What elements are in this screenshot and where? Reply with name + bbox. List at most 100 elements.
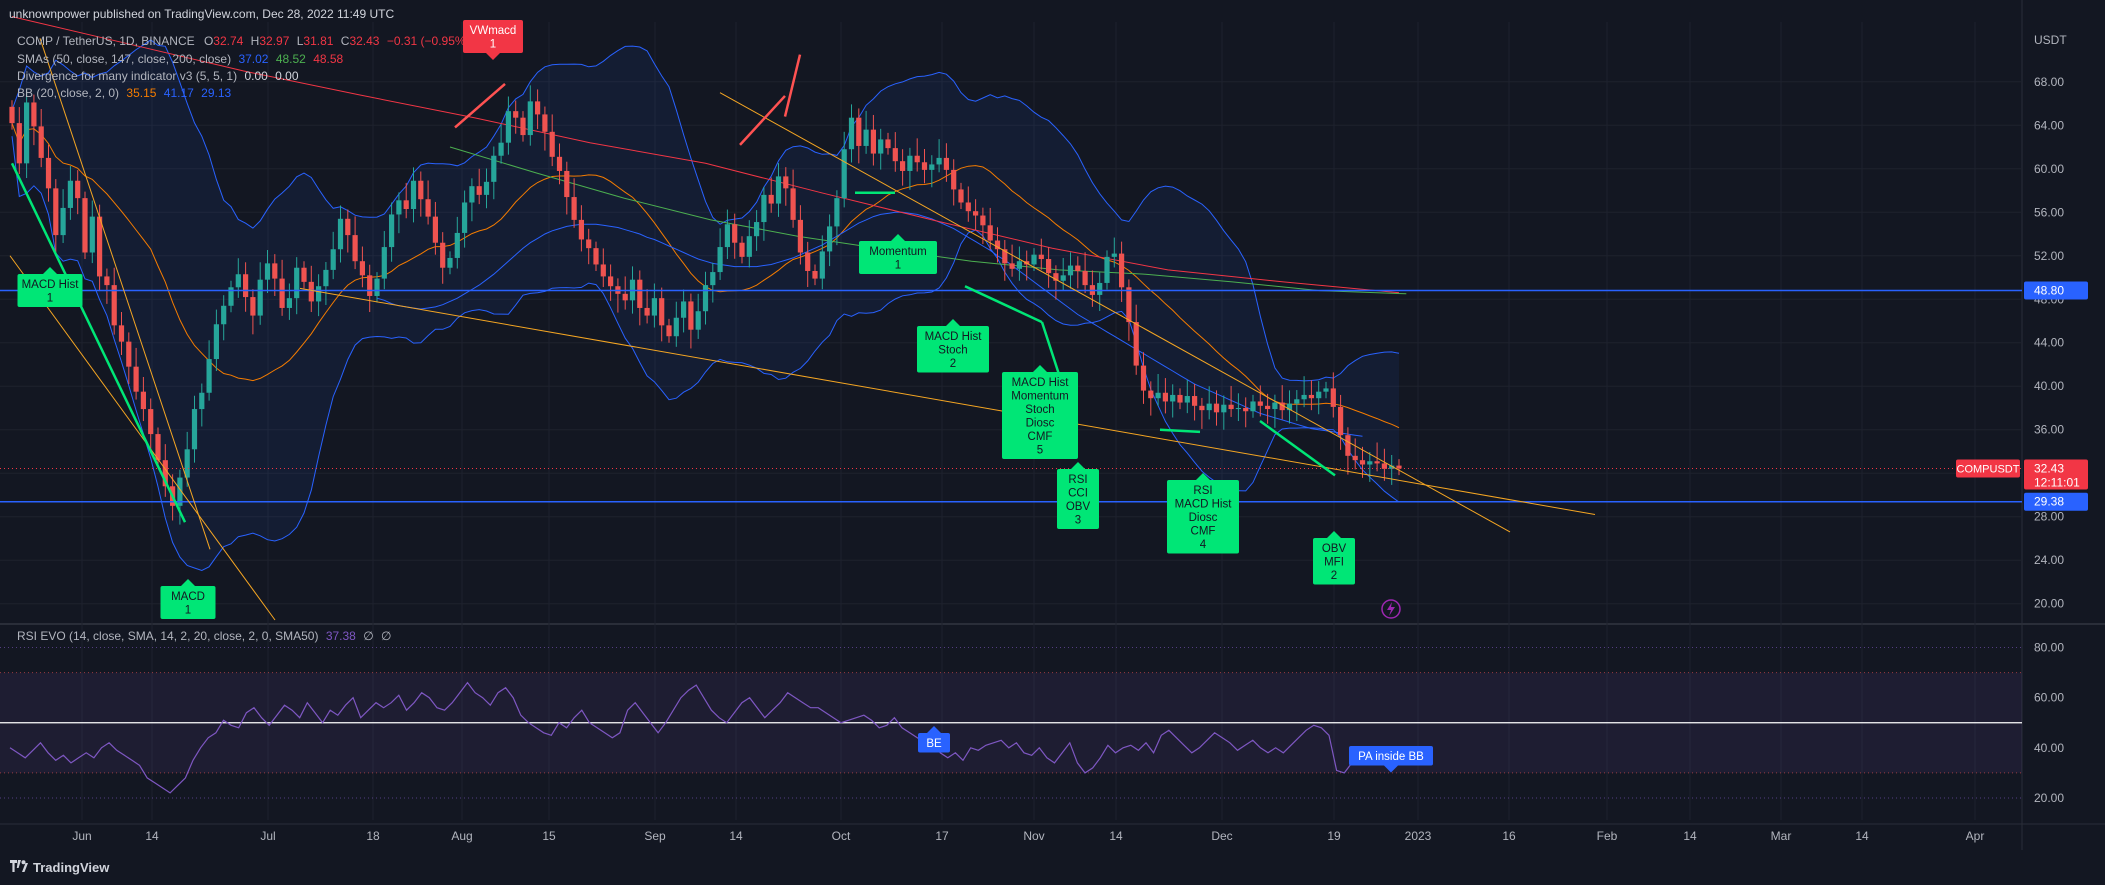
smas-legend[interactable]: SMAs (50, close, 147, close, 200, close)…	[17, 52, 343, 66]
candle-body	[1330, 388, 1336, 407]
signal-label-text: 1	[47, 293, 53, 305]
candle-body	[520, 117, 526, 136]
signal-label-text: 5	[1037, 445, 1043, 457]
candle-body	[199, 392, 205, 410]
candle-body	[929, 164, 935, 170]
candle-body	[1016, 261, 1022, 269]
bull-divergence-line	[10, 162, 187, 523]
candle-body	[330, 249, 336, 270]
signal-label-text: MFI	[1324, 557, 1344, 569]
signal-label-text: OBV	[1066, 501, 1091, 513]
candle-body	[593, 248, 599, 265]
symbol-legend[interactable]: COMP / TetherUS, 1D, BINANCE O32.74 H32.…	[17, 34, 470, 48]
candle-body	[367, 275, 373, 296]
candle-body	[9, 106, 15, 124]
candle-body	[1067, 265, 1074, 276]
sma50-line	[376, 211, 1363, 437]
sma147-value: 48.52	[275, 52, 306, 66]
candle-body	[1148, 390, 1154, 399]
candle-body	[870, 129, 876, 154]
tradingview-brand[interactable]: TradingView	[10, 860, 109, 875]
signal-label-text: Momentum	[1011, 391, 1069, 403]
time-tick-label: 14	[729, 829, 743, 843]
divergence-label: Divergence for many indicator v3 (5, 5, …	[17, 69, 238, 83]
sma200-line	[11, 16, 1400, 294]
candle-body	[476, 186, 482, 195]
candle-body	[900, 161, 906, 171]
signal-label-text: MACD Hist	[1012, 377, 1070, 389]
candle-body	[549, 131, 555, 157]
candle-body	[294, 267, 300, 299]
candle-body	[1228, 404, 1234, 410]
signal-label-box	[1002, 372, 1078, 459]
candle-body	[951, 169, 957, 190]
close-label: C	[340, 34, 350, 48]
candle-body	[1206, 403, 1212, 411]
rsi-tick-label: 80.00	[2034, 641, 2064, 655]
divergence-legend[interactable]: Divergence for many indicator v3 (5, 5, …	[17, 69, 299, 83]
candle-body	[359, 261, 365, 276]
price-tick-label: 40.00	[2034, 379, 2064, 393]
signal-label-box	[463, 20, 523, 53]
time-tick-label: 18	[366, 829, 380, 843]
time-tick-label: Apr	[1966, 829, 1985, 843]
signal-label-box	[859, 241, 937, 274]
signal-label: MACD 1	[160, 579, 216, 619]
lightning-icon-ring	[1381, 599, 1401, 619]
candle-body	[264, 263, 271, 280]
bear-divergence-line	[739, 95, 786, 146]
low-value: 31.81	[303, 34, 334, 48]
candle-body	[279, 278, 285, 308]
candle-body	[301, 267, 307, 282]
candle-body	[892, 148, 898, 162]
candle-body	[1272, 402, 1278, 410]
candle-body	[82, 198, 88, 253]
candle-body	[1038, 254, 1044, 260]
time-tick-label: 17	[935, 829, 949, 843]
candle-body	[1352, 455, 1358, 461]
publish-header: unknownpower published on TradingView.co…	[9, 7, 395, 21]
rsi-legend[interactable]: RSI EVO (14, close, SMA, 14, 2, 20, clos…	[17, 629, 391, 643]
candle-body	[24, 102, 30, 164]
candle-body	[1082, 270, 1088, 286]
candle-body	[389, 214, 395, 248]
rsi-tick-label: 40.00	[2034, 741, 2064, 755]
signal-label-pointer	[486, 53, 500, 60]
bb-legend[interactable]: BB (20, close, 2, 0) 35.15 41.17 29.13	[17, 86, 231, 100]
candle-body	[206, 359, 212, 393]
signal-label-text: RSI	[1068, 474, 1087, 486]
price-tick-label: 44.00	[2034, 336, 2064, 350]
signal-label-pointer	[1327, 531, 1341, 538]
candle-body	[732, 224, 738, 243]
candle-body	[958, 189, 964, 203]
bear-divergence-line	[454, 83, 506, 129]
candle-body	[936, 157, 942, 165]
time-tick-label: Dec	[1211, 829, 1232, 843]
candle-body	[1308, 394, 1314, 399]
close-value: 32.43	[349, 34, 380, 48]
signal-label-text: 1	[185, 605, 191, 617]
lightning-icon-bolt	[1387, 602, 1395, 616]
candle-body	[535, 101, 541, 115]
candle-body	[104, 276, 110, 286]
time-tick-label: Oct	[832, 829, 851, 843]
open-label: O	[203, 34, 214, 48]
candle-body	[1199, 405, 1205, 411]
candle-body	[812, 270, 818, 279]
candle-body	[60, 207, 66, 236]
candle-body	[1250, 401, 1256, 412]
candle-body	[352, 235, 358, 262]
signal-label-text: PA inside BB	[1358, 751, 1424, 763]
candle-body	[914, 155, 920, 163]
candle-body	[1140, 365, 1147, 391]
candle-body	[1345, 435, 1351, 456]
price-tick-label: 20.00	[2034, 597, 2064, 611]
signal-label-text: Stoch	[1025, 404, 1054, 416]
candle-body	[1265, 405, 1271, 410]
candle-body	[221, 305, 227, 325]
bull-divergence-line	[964, 285, 1043, 324]
candle-body	[1213, 403, 1220, 413]
bull-divergence-line	[1159, 428, 1201, 434]
